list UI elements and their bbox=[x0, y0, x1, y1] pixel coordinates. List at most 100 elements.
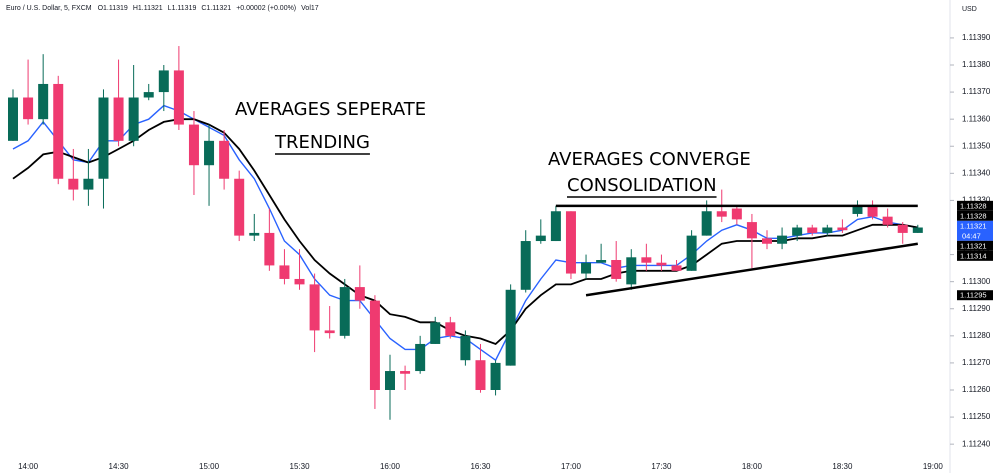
price-badge-label: 1.11321 bbox=[960, 221, 987, 230]
candle-body bbox=[520, 241, 531, 290]
candle-body bbox=[490, 362, 501, 390]
x-tick-label: 19:00 bbox=[923, 462, 944, 471]
annotation: AVERAGES CONVERGE bbox=[548, 149, 751, 170]
candle-body bbox=[777, 235, 788, 244]
candle-body bbox=[822, 227, 833, 233]
candle-body bbox=[897, 224, 908, 233]
candle-body bbox=[611, 260, 622, 279]
candle-body bbox=[505, 289, 516, 366]
candle-body bbox=[626, 257, 637, 285]
trendline bbox=[585, 242, 918, 297]
candle-body bbox=[535, 235, 546, 242]
x-tick-label: 14:00 bbox=[18, 462, 39, 471]
ohlc-stat: +0.00002 (+0.00%) bbox=[236, 5, 296, 12]
y-tick-label: 1.11350 bbox=[962, 141, 991, 150]
price-badge bbox=[957, 250, 993, 261]
annotation: CONSOLIDATION bbox=[567, 175, 717, 196]
candle-body bbox=[656, 262, 667, 266]
candle-body bbox=[596, 260, 607, 263]
ohlc-stat: L1.11319 bbox=[168, 5, 197, 12]
candle-body bbox=[219, 140, 230, 179]
candle-body bbox=[385, 371, 395, 390]
y-tick-label: 1.11300 bbox=[962, 277, 991, 286]
candle-body bbox=[38, 83, 49, 120]
candle-body bbox=[912, 227, 923, 233]
y-tick-label: 1.11360 bbox=[962, 114, 991, 123]
annotation: AVERAGES SEPERATE bbox=[235, 99, 426, 120]
candle-body bbox=[309, 284, 320, 331]
ohlc-stat: Vol17 bbox=[301, 5, 319, 12]
candle-body bbox=[128, 97, 139, 141]
candle-body bbox=[686, 235, 697, 271]
y-tick-label: 1.11390 bbox=[962, 33, 991, 42]
candle-body bbox=[641, 257, 652, 263]
candle-body bbox=[158, 70, 169, 93]
candle-body bbox=[339, 287, 350, 336]
y-tick-label: 1.11340 bbox=[962, 168, 991, 177]
y-tick-label: 1.11270 bbox=[962, 358, 991, 367]
price-badge bbox=[957, 240, 993, 251]
y-tick-label: 1.11330 bbox=[962, 196, 991, 205]
y-tick-label: 1.11370 bbox=[962, 87, 991, 96]
candle-body bbox=[731, 208, 742, 220]
price-badge-label: 1.11295 bbox=[960, 291, 987, 300]
x-tick-label: 15:30 bbox=[290, 462, 311, 471]
y-tick-label: 1.11260 bbox=[962, 385, 991, 394]
candle-body bbox=[23, 97, 34, 120]
x-tick-label: 14:30 bbox=[109, 462, 130, 471]
ohlc-stat: C1.11321 bbox=[201, 5, 231, 12]
candle-body bbox=[249, 232, 260, 236]
x-tick-label: 18:30 bbox=[832, 462, 853, 471]
ohlc-stat: O1.11319 bbox=[98, 5, 128, 12]
candle-body bbox=[324, 330, 335, 334]
candle-body bbox=[68, 178, 79, 190]
price-badge bbox=[957, 200, 993, 211]
candle-body bbox=[113, 97, 124, 141]
candle-body bbox=[716, 211, 727, 217]
candle-body bbox=[581, 262, 592, 274]
price-badge-label: 1.11321 bbox=[960, 241, 987, 250]
bar-countdown: 04:47 bbox=[962, 231, 981, 240]
candle-body bbox=[565, 211, 576, 274]
candle-body bbox=[204, 140, 215, 166]
candle-body bbox=[83, 178, 94, 190]
candle-body bbox=[807, 227, 818, 233]
candle-body bbox=[792, 227, 803, 236]
candle-body bbox=[550, 211, 561, 242]
y-tick-label: 1.11250 bbox=[962, 412, 991, 421]
y-tick-label: 1.11240 bbox=[962, 439, 991, 448]
candle-body bbox=[671, 265, 682, 271]
price-badge-label: 1.11328 bbox=[960, 211, 987, 220]
x-tick-label: 17:00 bbox=[561, 462, 582, 471]
candle-body bbox=[837, 227, 848, 231]
price-badge bbox=[957, 220, 993, 241]
candle-body bbox=[475, 360, 486, 390]
candle-body bbox=[852, 205, 863, 214]
candle-body bbox=[294, 278, 305, 285]
y-tick-label: 1.11280 bbox=[962, 331, 991, 340]
currency: USD bbox=[962, 6, 977, 13]
candle-body bbox=[746, 222, 757, 239]
candle-body bbox=[762, 238, 772, 244]
candle-body bbox=[354, 287, 365, 301]
candle-body bbox=[188, 124, 199, 166]
candle-body bbox=[98, 97, 109, 179]
candle-body bbox=[173, 70, 184, 125]
candle-body bbox=[143, 92, 154, 98]
candle-body bbox=[415, 343, 426, 372]
candle-body bbox=[279, 265, 290, 279]
x-tick-label: 15:00 bbox=[199, 462, 220, 471]
x-tick-label: 16:00 bbox=[380, 462, 401, 471]
candle-body bbox=[53, 83, 64, 179]
y-tick-label: 1.11380 bbox=[962, 60, 991, 69]
candle-body bbox=[460, 335, 471, 361]
candle-body bbox=[445, 322, 456, 336]
x-tick-label: 18:00 bbox=[742, 462, 763, 471]
candle-body bbox=[400, 371, 411, 374]
price-badge bbox=[957, 210, 993, 221]
candle-body bbox=[264, 232, 275, 266]
ohlc-stat: H1.11321 bbox=[133, 5, 163, 12]
price-badge bbox=[957, 290, 993, 301]
